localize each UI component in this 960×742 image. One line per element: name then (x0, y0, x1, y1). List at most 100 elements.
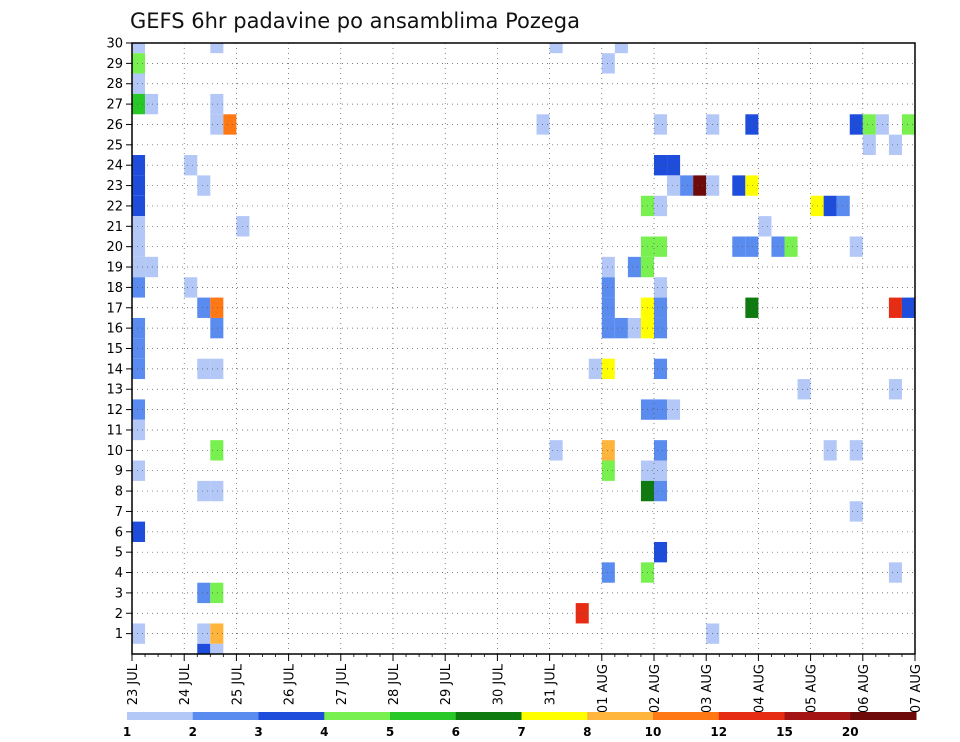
heat-cell (667, 155, 681, 176)
legend-label: 10 (645, 725, 662, 739)
heat-cell (197, 297, 211, 318)
heat-cell (210, 297, 224, 318)
y-tick-label: 25 (106, 138, 123, 153)
x-tick-label: 02 AUG (648, 664, 663, 713)
y-axis: 1234567891011121314151617181920212223242… (106, 37, 132, 642)
heat-cell (654, 195, 668, 217)
y-tick-label: 22 (106, 199, 123, 214)
y-tick-label: 19 (106, 261, 123, 276)
heat-cell (132, 277, 146, 298)
heat-cell (601, 460, 615, 481)
heat-cell (797, 379, 811, 400)
heat-cell (197, 582, 211, 604)
heat-cell (197, 175, 211, 196)
y-tick-label: 9 (115, 464, 123, 479)
y-tick-label: 16 (106, 322, 123, 337)
heat-cell (627, 256, 641, 278)
legend-label: 6 (452, 725, 460, 739)
x-tick-label: 06 AUG (857, 664, 872, 713)
x-tick-label: 04 AUG (752, 664, 767, 713)
y-tick-label: 17 (106, 301, 123, 316)
x-tick-label: 05 AUG (805, 664, 820, 713)
heat-cell (601, 562, 615, 583)
heat-cell (627, 317, 641, 339)
heat-cell (654, 480, 668, 502)
y-tick-label: 11 (106, 423, 123, 438)
heat-cell (601, 53, 615, 74)
heat-cell (132, 623, 146, 644)
heat-cell (654, 460, 668, 481)
heat-cell (745, 175, 759, 196)
heat-cell (197, 480, 211, 502)
heat-cell (210, 317, 224, 339)
y-tick-label: 18 (106, 281, 123, 296)
y-tick-label: 28 (106, 77, 123, 92)
legend-swatch (718, 712, 785, 720)
heat-cell (758, 216, 772, 237)
y-tick-label: 20 (106, 240, 123, 255)
heat-cell (654, 155, 668, 176)
heat-cell (654, 541, 668, 563)
heat-cell (888, 562, 902, 583)
heat-cell (132, 419, 146, 441)
heat-cell (601, 256, 615, 278)
legend-label: 5 (386, 725, 394, 739)
heat-cell (823, 195, 837, 217)
x-tick-label: 23 JUL (126, 663, 141, 705)
heat-cell (210, 582, 224, 604)
heat-cell (210, 643, 224, 654)
y-tick-label: 30 (106, 37, 123, 52)
heat-cell (132, 93, 146, 115)
heat-cell (132, 53, 146, 74)
heat-cell (888, 379, 902, 400)
heat-cell (654, 277, 668, 298)
heat-cell (654, 399, 668, 420)
heat-cell (614, 317, 628, 339)
heat-cell (667, 175, 681, 196)
x-tick-label: 30 JUL (491, 663, 506, 705)
heat-cell (145, 256, 159, 278)
heat-cell (601, 440, 615, 461)
heat-cell (654, 317, 668, 339)
heat-cell (654, 236, 668, 257)
legend-label: 3 (254, 725, 262, 739)
legend-swatch (587, 712, 654, 720)
legend-swatch (784, 712, 851, 720)
heat-cell (132, 43, 146, 54)
legend-label: 12 (710, 725, 727, 739)
y-tick-label: 10 (106, 444, 123, 459)
heat-cell (132, 236, 146, 257)
color-legend: 1 2 3 4 5 6 7 8 10 12 15 20 (123, 712, 917, 739)
heat-cell (132, 73, 146, 94)
heat-cell (184, 277, 198, 298)
y-tick-label: 15 (106, 342, 123, 357)
heat-cell (732, 236, 746, 257)
heat-cell (210, 623, 224, 644)
y-tick-label: 2 (115, 607, 123, 622)
heat-cell (745, 236, 759, 257)
y-tick-label: 13 (106, 383, 123, 398)
heat-cell (210, 480, 224, 502)
y-tick-label: 8 (115, 485, 123, 500)
heat-cell (210, 93, 224, 115)
heat-cell (654, 440, 668, 461)
heat-cell (901, 114, 915, 135)
heat-cell (654, 114, 668, 135)
heat-cell (184, 155, 198, 176)
heat-cell (210, 358, 224, 380)
x-tick-label: 31 JUL (544, 663, 559, 705)
heat-cell (693, 175, 707, 196)
legend-label: 7 (517, 725, 525, 739)
heat-cell (132, 358, 146, 380)
y-tick-label: 4 (115, 566, 123, 581)
y-tick-label: 1 (115, 627, 123, 642)
legend-swatch (258, 712, 325, 720)
x-tick-label: 29 JUL (439, 663, 454, 705)
x-axis: 23 JUL 24 JUL 25 JUL 26 JUL 27 JUL 28 JUL 29 J… (126, 654, 924, 713)
heat-cell (197, 643, 211, 654)
x-tick-label: 28 JUL (387, 663, 402, 705)
heat-cell (197, 358, 211, 380)
y-tick-label: 7 (115, 505, 123, 520)
heat-cell (132, 216, 146, 237)
x-tick-label: 01 AUG (596, 664, 611, 713)
